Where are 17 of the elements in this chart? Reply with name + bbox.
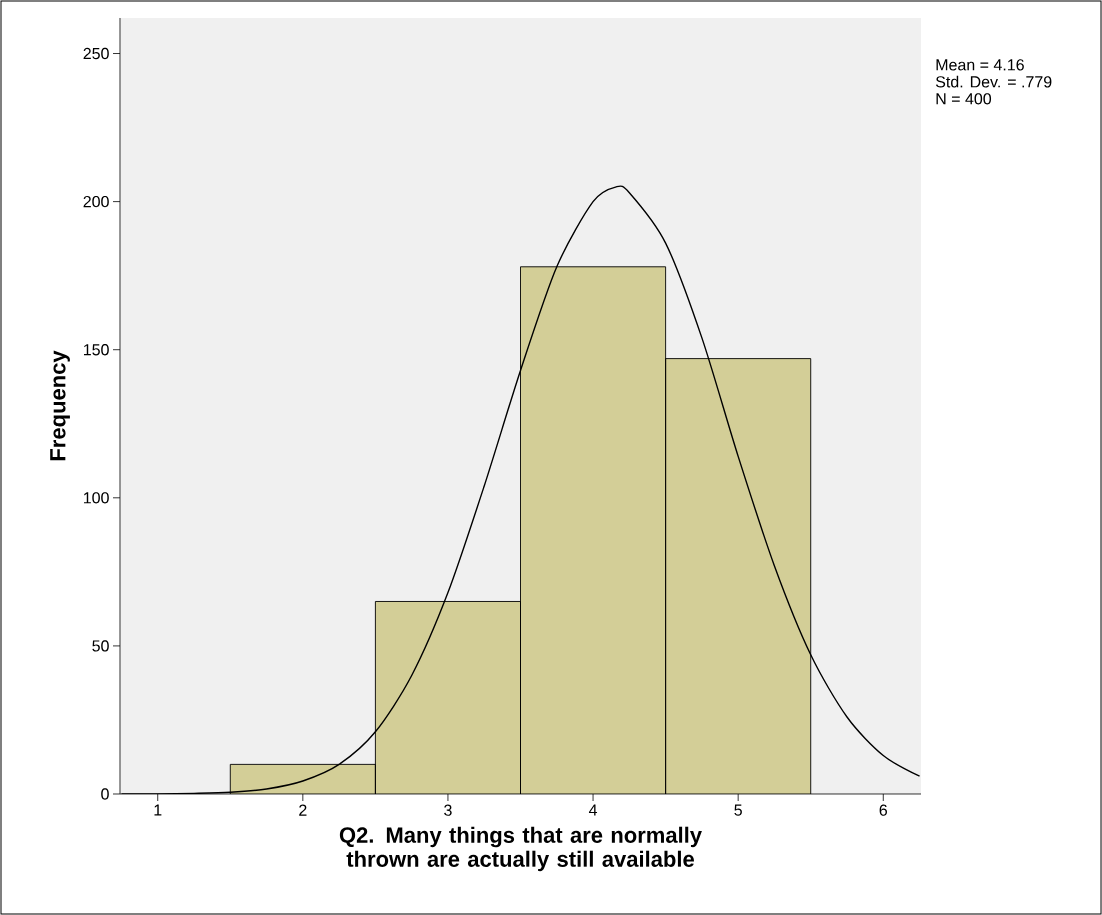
x-tick-label: 5 <box>734 804 742 816</box>
y-tick-label: 250 <box>83 47 109 60</box>
y-tick-label: 200 <box>83 195 109 208</box>
x-axis-title: Q2. Many things that are normally thrown are actually still available <box>339 826 702 872</box>
x-tick-label: 3 <box>444 804 452 816</box>
x-tick-label: 1 <box>154 804 162 816</box>
y-tick-label: 100 <box>83 492 109 504</box>
text: Mean = 4.16 <box>936 59 1024 71</box>
y-tick-label: 0 <box>101 788 109 800</box>
y-tick-label: 150 <box>83 344 109 356</box>
y-axis-title: Frequency <box>50 350 70 461</box>
x-tick-label: 4 <box>588 804 598 816</box>
x-tick-label: 6 <box>879 804 888 816</box>
text: N = 400 <box>936 93 992 105</box>
text: Std. Dev. = .779 <box>935 75 1052 88</box>
y-tick-label: 50 <box>92 640 109 652</box>
x-tick-label: 2 <box>299 804 307 816</box>
